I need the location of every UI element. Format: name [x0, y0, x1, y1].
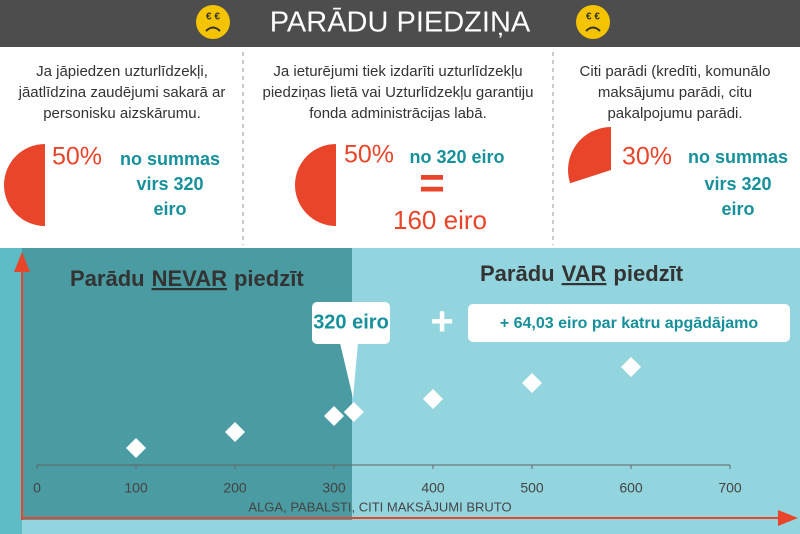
panel-line: eiro: [153, 199, 186, 219]
share-wedge: [4, 144, 45, 226]
share-wedge: [295, 144, 336, 226]
cannot-seize-zone: [22, 248, 352, 520]
face-eyes: € €: [206, 12, 220, 23]
callout-pointer: [340, 343, 358, 398]
panel-description: fonda administrācijas labā.: [309, 105, 487, 122]
title: PARĀDU PIEDZIŅA: [270, 7, 531, 39]
data-point: [324, 406, 344, 426]
zone-heading: Parādu VAR piedzīt: [480, 261, 684, 286]
heading-part: VAR: [562, 261, 607, 286]
heading-part: Parādu: [480, 261, 555, 286]
panel-line: virs 320: [136, 174, 203, 194]
panel-line: virs 320: [704, 174, 771, 194]
data-point: [423, 389, 443, 409]
panel-description: pakalpojumu parādi.: [607, 105, 742, 122]
panel-line: no 320 eiro: [409, 147, 504, 167]
heading-part: NEVAR: [152, 266, 227, 291]
callout-box: [312, 302, 390, 344]
dependent-box: [468, 304, 790, 342]
share-wedge: [568, 127, 611, 184]
panel-line: no summas: [688, 147, 788, 167]
x-tick-label: 500: [520, 480, 544, 496]
face-mouth: [585, 26, 601, 32]
panel-line: =: [419, 159, 445, 208]
panel-description: jāatlīdzina zaudējumi sakarā ar: [18, 84, 226, 101]
panels-bg: [0, 47, 800, 248]
share-label: 50%: [344, 141, 394, 169]
panel-description: maksājumu parādi, citu: [598, 84, 752, 101]
sad-face: [576, 5, 610, 39]
panel-line: eiro: [721, 199, 754, 219]
data-point: [225, 422, 245, 442]
threshold-label: 320 eiro: [313, 311, 389, 333]
x-axis-title: ALGA, PABALSTI, CITI MAKSĀJUMI BRUTO: [248, 499, 511, 514]
data-point: [621, 357, 641, 377]
panel-description: piedziņas lietā vai Uzturlīdzekļu garant…: [263, 84, 534, 101]
zone-heading: Parādu NEVAR piedzīt: [70, 266, 304, 291]
panel-description: Ja jāpiedzen uzturlīdzekļi,: [36, 63, 208, 80]
data-point: [126, 438, 146, 458]
share-label: 50%: [52, 143, 102, 171]
panel-line: no summas: [120, 149, 220, 169]
panel-line: 160 eiro: [393, 205, 487, 235]
x-arrow-head: [778, 510, 798, 526]
y-arrow-head: [14, 252, 30, 272]
data-point: [343, 402, 364, 422]
chart-edge: [0, 248, 22, 534]
face-mouth: [205, 26, 221, 32]
x-tick-label: 0: [33, 480, 41, 496]
panel-description: Citi parādi (kredīti, komunālo: [580, 63, 771, 80]
x-tick-label: 600: [619, 480, 643, 496]
x-tick-label: 400: [421, 480, 445, 496]
header-bar: [0, 0, 800, 47]
panel-description: personisku aizskārumu.: [43, 105, 201, 122]
panel-description: Ja ieturējumi tiek izdarīti uzturlīdzekļ…: [273, 63, 522, 80]
x-tick-label: 200: [223, 480, 247, 496]
x-tick-label: 300: [322, 480, 346, 496]
plus-sign: +: [430, 300, 453, 344]
x-tick-label: 100: [124, 480, 148, 496]
heading-part: piedzīt: [613, 261, 683, 286]
dependent-text: + 64,03 eiro par katru apgādājamo: [500, 315, 759, 332]
x-tick-label: 700: [718, 480, 742, 496]
heading-part: Parādu: [70, 266, 145, 291]
face-eyes: € €: [586, 12, 600, 23]
share-label: 30%: [622, 143, 672, 171]
heading-part: piedzīt: [234, 266, 304, 291]
sad-face: [196, 5, 230, 39]
data-point: [522, 373, 542, 393]
